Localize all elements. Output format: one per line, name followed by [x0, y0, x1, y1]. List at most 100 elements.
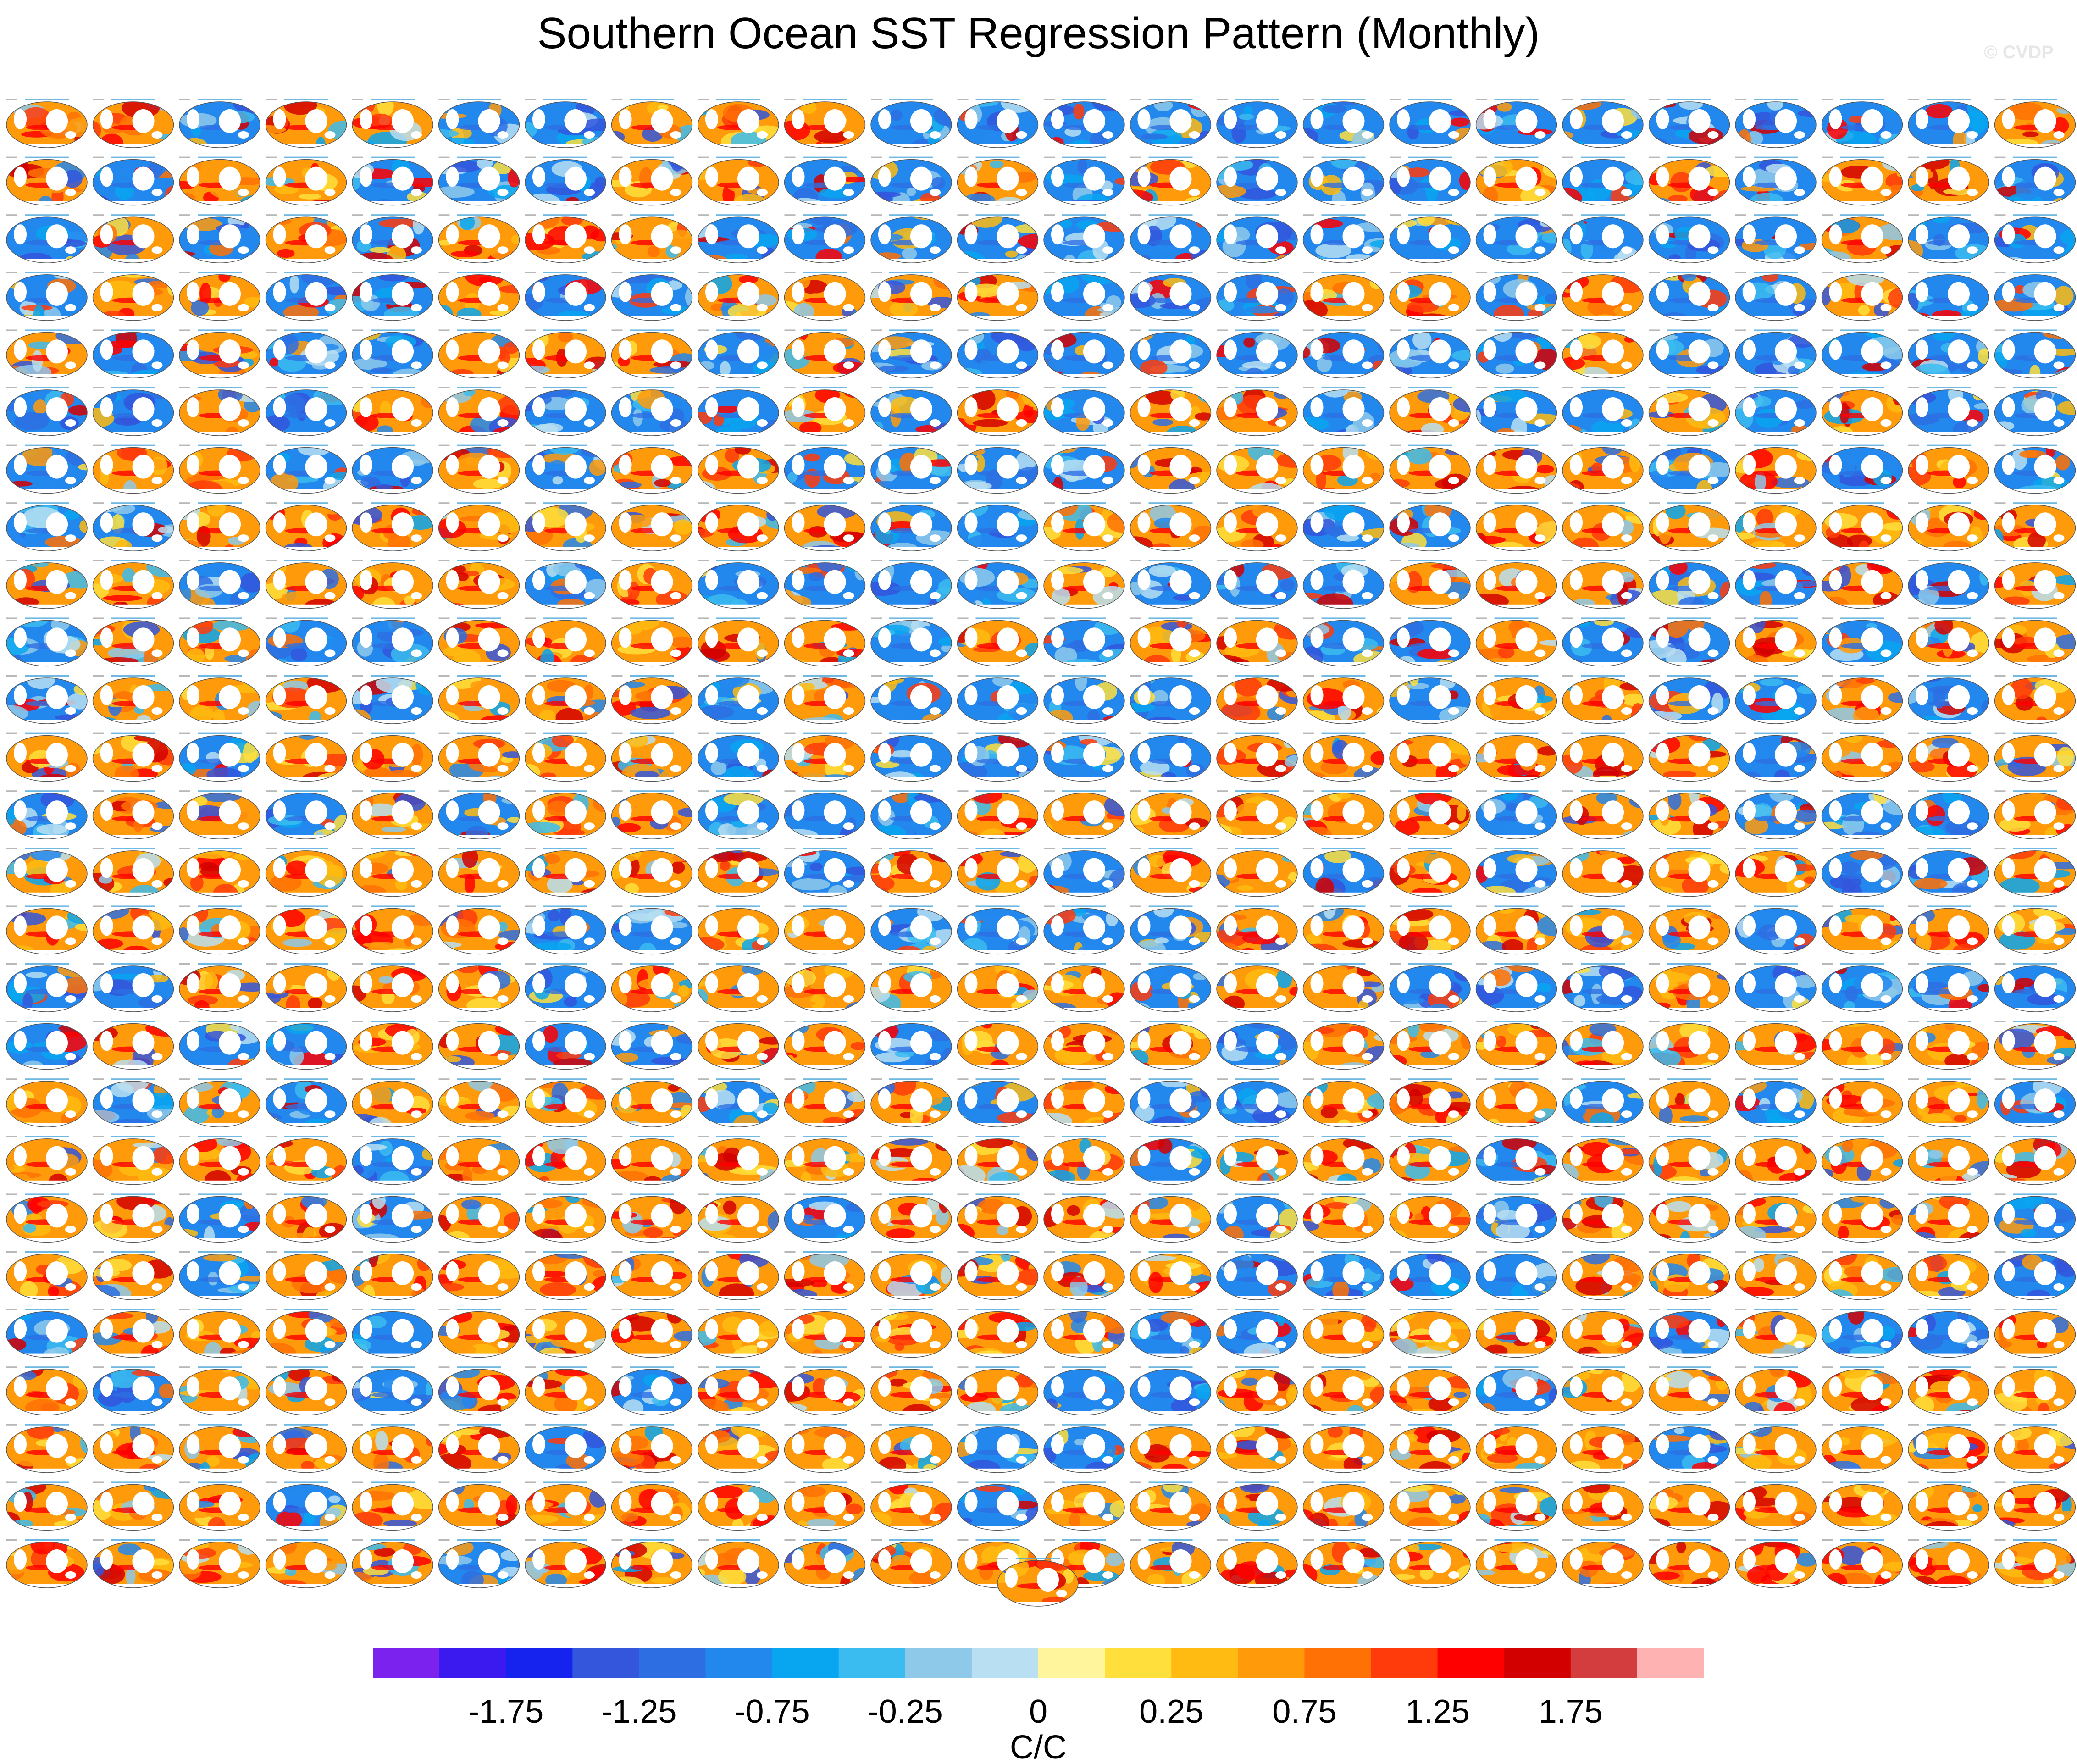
regression-map-panel — [265, 214, 347, 263]
regression-map-panel — [6, 560, 88, 609]
regression-map-panel — [611, 790, 693, 839]
regression-map-panel — [525, 1424, 606, 1473]
regression-map-panel — [525, 905, 606, 955]
regression-map-panel — [92, 963, 174, 1012]
regression-map-panel — [611, 272, 693, 321]
regression-map-panel — [1908, 675, 1989, 724]
regression-map-panel — [1908, 905, 1989, 955]
regression-map-panel — [1648, 387, 1730, 436]
regression-map-panel — [438, 732, 520, 782]
regression-map-panel — [1389, 387, 1471, 436]
regression-map-panel — [1994, 329, 2076, 379]
regression-map-panel — [525, 444, 606, 494]
regression-map-panel — [1821, 617, 1903, 667]
regression-map-panel — [1648, 1424, 1730, 1473]
regression-map-panel — [1216, 1539, 1298, 1588]
regression-map-panel — [525, 1078, 606, 1127]
regression-map-panel — [870, 156, 952, 206]
regression-map-panel — [1043, 1136, 1125, 1185]
regression-map-panel — [1821, 905, 1903, 955]
regression-map-panel — [265, 99, 347, 148]
regression-map-panel — [1648, 1539, 1730, 1588]
regression-map-panel — [870, 502, 952, 551]
regression-map-panel — [1821, 272, 1903, 321]
regression-map-panel — [1302, 905, 1385, 955]
regression-map-panel — [698, 1309, 779, 1358]
regression-map-panel — [698, 1078, 779, 1127]
regression-map-panel — [1130, 1251, 1212, 1300]
regression-map-panel — [870, 790, 952, 839]
regression-map-panel — [92, 387, 174, 436]
regression-map-panel — [1389, 732, 1471, 782]
regression-map-panel — [1562, 156, 1644, 206]
regression-map-panel — [1908, 99, 1989, 148]
regression-map-panel — [92, 1021, 174, 1070]
regression-map-panel — [92, 1309, 174, 1358]
regression-map-panel — [438, 1193, 520, 1243]
regression-map-panel — [1908, 1021, 1989, 1070]
regression-map-panel — [1216, 1193, 1298, 1243]
regression-map-panel — [1562, 1481, 1644, 1531]
regression-map-panel — [438, 905, 520, 955]
regression-map-panel — [870, 1251, 952, 1300]
regression-map-panel — [1648, 1021, 1730, 1070]
regression-map-panel — [1908, 272, 1989, 321]
regression-map-panel — [1216, 1481, 1298, 1531]
regression-map-panel — [611, 905, 693, 955]
regression-map-panel — [784, 156, 866, 206]
regression-map-panel — [1302, 848, 1385, 897]
regression-map-panel — [1562, 329, 1644, 379]
regression-map-panel — [1302, 1366, 1385, 1415]
regression-map-panel — [1648, 1481, 1730, 1531]
regression-map-panel — [611, 502, 693, 551]
regression-map-panel — [438, 1021, 520, 1070]
regression-map-panel — [1562, 617, 1644, 667]
regression-map-panel — [784, 1481, 866, 1531]
colorbar-swatch — [1637, 1648, 1704, 1678]
regression-map-panel — [1216, 387, 1298, 436]
regression-map-panel — [698, 502, 779, 551]
regression-map-panel — [179, 156, 260, 206]
regression-map-panel — [1562, 905, 1644, 955]
colorbar-tick-label: -0.75 — [735, 1693, 810, 1730]
regression-map-panel — [1475, 905, 1557, 955]
regression-map-panel — [1735, 272, 1817, 321]
regression-map-panel — [1908, 848, 1989, 897]
regression-map-panel — [870, 1481, 952, 1531]
regression-map-panel — [1821, 156, 1903, 206]
regression-map-panel — [1908, 1481, 1989, 1531]
colorbar-swatch — [1105, 1648, 1172, 1678]
regression-map-panel — [179, 790, 260, 839]
regression-map-panel — [1648, 905, 1730, 955]
regression-map-panel — [611, 848, 693, 897]
regression-map-panel — [1562, 1136, 1644, 1185]
regression-map-panel — [1389, 1309, 1471, 1358]
regression-map-panel — [1562, 1193, 1644, 1243]
regression-map-panel — [957, 675, 1039, 724]
regression-map-panel — [6, 1424, 88, 1473]
regression-map-panel — [1648, 156, 1730, 206]
regression-map-panel — [1389, 1481, 1471, 1531]
regression-map-panel — [525, 1193, 606, 1243]
regression-map-panel — [957, 156, 1039, 206]
regression-map-panel — [1216, 560, 1298, 609]
regression-map-panel — [1389, 1136, 1471, 1185]
regression-map-panel — [525, 1539, 606, 1588]
regression-map-panel — [957, 444, 1039, 494]
regression-map-panel — [1648, 1078, 1730, 1127]
regression-map-panel — [1908, 444, 1989, 494]
regression-map-panel — [179, 1078, 260, 1127]
regression-map-panel — [265, 1251, 347, 1300]
regression-map-panel — [1216, 963, 1298, 1012]
regression-map-panel — [1302, 329, 1385, 379]
regression-map-panel — [179, 502, 260, 551]
regression-map-panel — [611, 963, 693, 1012]
regression-map-panel — [92, 214, 174, 263]
regression-map-panel — [784, 99, 866, 148]
regression-map-panel — [784, 1251, 866, 1300]
regression-map-panel — [1389, 214, 1471, 263]
regression-map-panel — [525, 1136, 606, 1185]
regression-map-panel — [957, 905, 1039, 955]
regression-map-panel — [1908, 1078, 1989, 1127]
regression-map-panel — [265, 1539, 347, 1588]
